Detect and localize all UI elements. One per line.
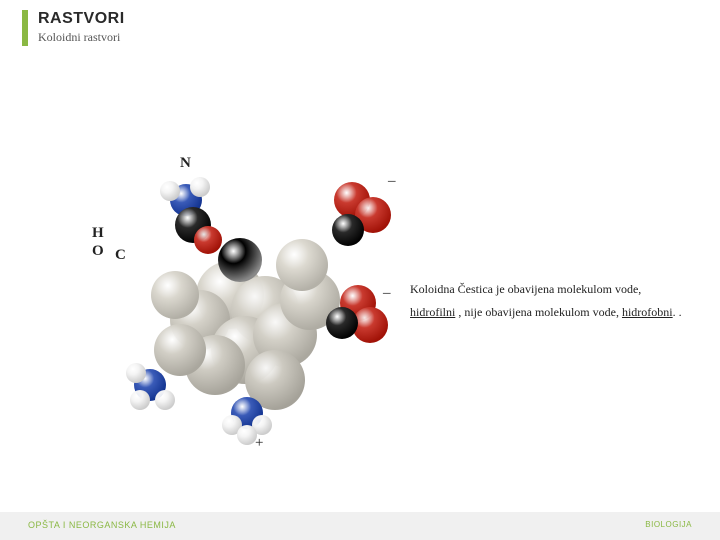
footer-right-text: BIOLOGIJA [645, 520, 692, 529]
charge-label-plus: + [255, 435, 263, 452]
atom-label-h: H [92, 225, 104, 242]
text-line-1: Koloidna Čestica je obavijena molekulom … [410, 282, 641, 296]
text-frag-1: , nije obavijena molekulom vode, [455, 305, 622, 319]
description-text: Koloidna Čestica je obavijena molekulom … [410, 278, 710, 324]
charge-label-minus-2: – [383, 285, 391, 302]
atom-label-n: N [180, 155, 191, 172]
molecule-diagram: H O C N + – – [80, 155, 390, 455]
text-frag-2: . . [673, 305, 682, 319]
molecule-svg [80, 155, 400, 455]
page-subtitle: Koloidni rastvori [28, 30, 125, 45]
atom-label-o: O [92, 243, 104, 260]
charge-label-minus-1: – [388, 173, 396, 190]
footer-left-text: OPŠTA I NEORGANSKA HEMIJA [28, 520, 176, 530]
term-hidrofilni: hidrofilni [410, 305, 455, 319]
footer: OPŠTA I NEORGANSKA HEMIJA BIOLOGIJA [0, 512, 720, 540]
header: RASTVORI Koloidni rastvori [28, 10, 125, 45]
term-hidrofobni: hidrofobni [622, 305, 673, 319]
atom-label-c: C [115, 247, 126, 264]
page-title: RASTVORI [28, 10, 125, 28]
